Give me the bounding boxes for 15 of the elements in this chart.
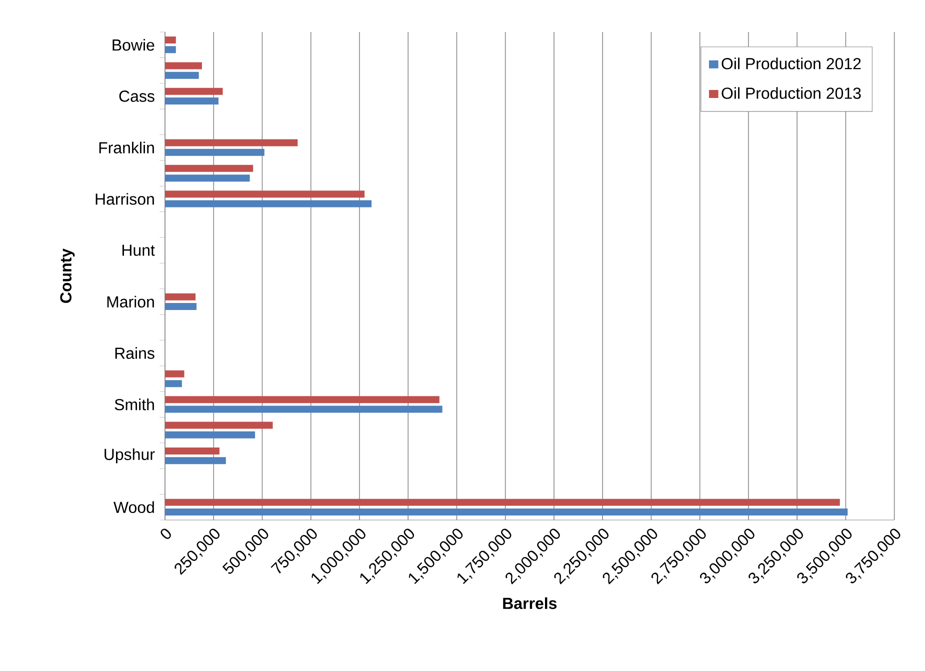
y-tick-label: Marion: [107, 296, 154, 308]
y-tick-label: Harrison: [96, 193, 154, 205]
y-tick-label: Rains: [115, 347, 154, 359]
y-tick-label: Cass: [119, 90, 154, 102]
y-tick-label: Hunt: [122, 244, 155, 256]
y-tick-label: Upshur: [104, 448, 155, 464]
legend-label: Oil Production 2012: [722, 58, 861, 70]
y-tick-label: Bowie: [112, 38, 154, 51]
y-tick-label: Smith: [114, 398, 154, 410]
x-axis-title: Barrels: [503, 597, 557, 610]
y-tick-label: Wood: [114, 501, 154, 514]
x-tick-label: 0: [160, 528, 171, 539]
y-axis-title: County: [60, 248, 75, 303]
y-tick-label: Franklin: [99, 142, 154, 154]
legend-label: Oil Production 2013: [722, 87, 861, 99]
